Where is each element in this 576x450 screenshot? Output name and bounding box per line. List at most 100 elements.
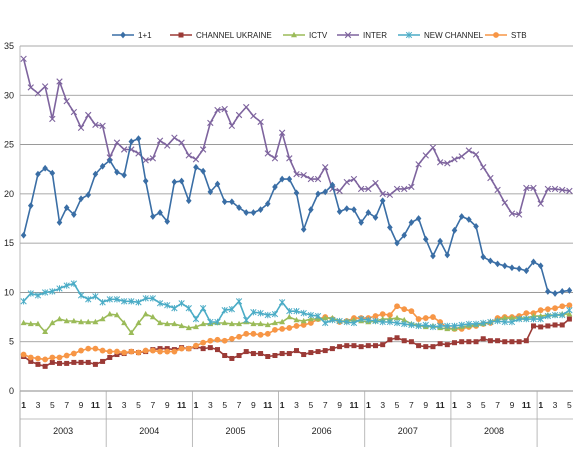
data-point-ictv [142,310,149,317]
data-point-inter [178,139,185,146]
data-point-inter [99,122,106,130]
series-inter [20,55,573,218]
data-point-channel-ukraine [301,352,307,358]
data-point-1-1 [466,216,472,223]
data-point-1-1 [221,198,228,206]
data-point-1-1 [164,218,171,225]
data-point-new-channel [444,322,451,330]
legend: 1+1 CHANNEL UKRAINE ICTV INTER NEW CHANNEL ST… [112,31,527,40]
x-tick-label: 9 [251,400,256,410]
data-point-channel-ukraine [452,340,457,346]
data-point-new-channel [221,306,228,314]
data-point-stb [49,354,56,361]
data-point-ictv [401,316,408,323]
data-point-new-channel [92,293,99,300]
x-tick-label: 3 [380,400,385,410]
data-point-channel-ukraine [344,343,350,349]
data-point-stb [221,337,228,344]
data-point-new-channel [537,315,544,323]
data-point-channel-ukraine [502,339,508,345]
data-point-new-channel [135,299,142,306]
data-point-new-channel [106,296,113,303]
legend-label-new-channel: NEW CHANNEL [424,31,484,40]
plot-area [20,55,573,369]
data-point-inter [365,185,372,193]
data-point-new-channel [307,311,315,319]
x-tick-label: 7 [237,400,242,410]
data-point-new-channel [415,322,422,330]
data-point-1-1 [552,290,558,297]
x-tick-label: 3 [122,400,127,410]
year-label: 2004 [139,426,159,436]
data-point-ictv [85,318,92,325]
data-point-stb [415,316,422,322]
data-point-inter [271,155,279,162]
data-point-new-channel [357,315,365,323]
data-point-inter [300,171,307,179]
data-point-new-channel [278,299,286,306]
data-point-new-channel [487,318,494,326]
data-point-ictv [20,319,27,326]
data-point-inter [501,199,508,206]
data-point-stb [523,310,530,317]
year-label: 2008 [484,426,504,436]
data-point-inter [401,185,408,193]
data-point-channel-ukraine [466,339,472,345]
data-point-new-channel [156,300,164,307]
data-point-new-channel [322,319,329,327]
data-point-channel-ukraine [250,351,256,357]
y-tick-label: 30 [4,90,14,100]
x-tick-label: 5 [222,400,227,410]
data-point-stb [178,345,185,352]
data-point-ictv [135,319,142,326]
x-tick-label: 7 [64,400,69,410]
data-point-stb [121,349,128,356]
data-point-inter [343,178,350,186]
legend-item-new-channel: NEW CHANNEL [398,31,484,40]
data-point-inter [415,161,422,168]
data-point-channel-ukraine [538,324,544,330]
data-point-inter [41,83,49,90]
x-tick-label: 1 [366,400,371,410]
data-point-channel-ukraine [459,339,465,345]
data-point-new-channel [235,298,243,305]
data-point-ictv [250,320,257,327]
data-point-stb [92,345,99,352]
data-point-new-channel [164,302,171,309]
data-point-ictv [34,320,41,327]
data-point-new-channel [530,315,537,323]
data-point-new-channel [508,318,516,326]
data-point-ictv [286,313,293,320]
data-point-1-1 [236,204,242,212]
data-point-inter [508,210,516,217]
data-point-new-channel [494,317,501,325]
data-point-1-1 [408,219,415,226]
data-point-ictv [164,320,171,327]
data-point-1-1 [473,222,479,230]
data-point-ictv [78,318,85,325]
data-point-1-1 [243,209,250,216]
data-point-ictv [221,319,228,326]
data-point-1-1 [365,209,372,216]
data-point-inter [49,115,56,123]
data-point-inter [537,200,544,207]
data-point-1-1 [336,208,343,215]
year-label: 2005 [225,426,245,436]
data-point-channel-ukraine [71,359,77,365]
x-tick-label: 7 [495,400,500,410]
data-point-1-1 [487,257,494,265]
data-point-1-1 [523,267,530,275]
data-point-ictv [42,328,49,335]
data-point-stb [437,319,444,325]
data-point-ictv [264,321,271,328]
x-axis: 1 3 5 7 9 11 1 3 5 7 9 11 1 3 5 7 9 11 1 3 5 7 9 11 1 3 5 7 9 11 1 3 5 7 9… [19,391,573,447]
data-point-1-1 [20,231,27,239]
x-tick-label: 1 [452,400,457,410]
data-point-1-1 [63,204,70,212]
x-tick-label: 5 [50,400,55,410]
data-point-channel-ukraine [365,343,371,349]
x-tick-label: 11 [349,400,358,410]
data-point-inter [250,112,257,120]
data-point-channel-ukraine [64,360,70,366]
data-point-ictv [49,319,56,326]
